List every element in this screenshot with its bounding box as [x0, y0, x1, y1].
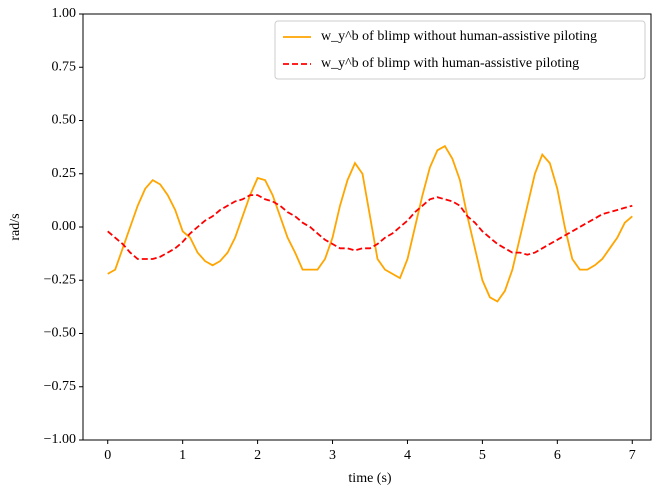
y-tick-label: −0.75 — [44, 379, 76, 394]
y-tick-label: 0.75 — [52, 59, 77, 74]
x-tick-label: 1 — [179, 448, 186, 463]
x-tick-label: 5 — [479, 448, 486, 463]
plot-frame — [82, 13, 652, 441]
x-tick-label: 6 — [554, 448, 561, 463]
data-line — [107, 194, 633, 260]
x-tick-label: 0 — [104, 448, 111, 463]
legend-box — [274, 20, 646, 80]
x-tick-label: 4 — [404, 448, 411, 463]
y-tick-label: −0.25 — [44, 272, 76, 287]
x-axis-label: time (s) — [348, 471, 391, 486]
y-tick-label: 0.50 — [52, 113, 77, 128]
x-tick-label: 3 — [329, 448, 336, 463]
y-tick-label: −1.00 — [44, 432, 76, 447]
y-tick-label: −0.50 — [44, 326, 76, 341]
legend-label: w_y^b of blimp without human-assistive p… — [321, 29, 597, 44]
x-tick-label: 7 — [629, 448, 636, 463]
y-tick-label: 0.25 — [52, 166, 77, 181]
y-tick-label: 0.00 — [52, 219, 77, 234]
x-tick-label: 2 — [254, 448, 261, 463]
data-line — [107, 144, 633, 303]
legend-label: w_y^b of blimp with human-assistive pilo… — [321, 56, 579, 71]
y-tick-label: 1.00 — [52, 6, 77, 21]
y-axis-label: rad/s — [8, 213, 23, 240]
